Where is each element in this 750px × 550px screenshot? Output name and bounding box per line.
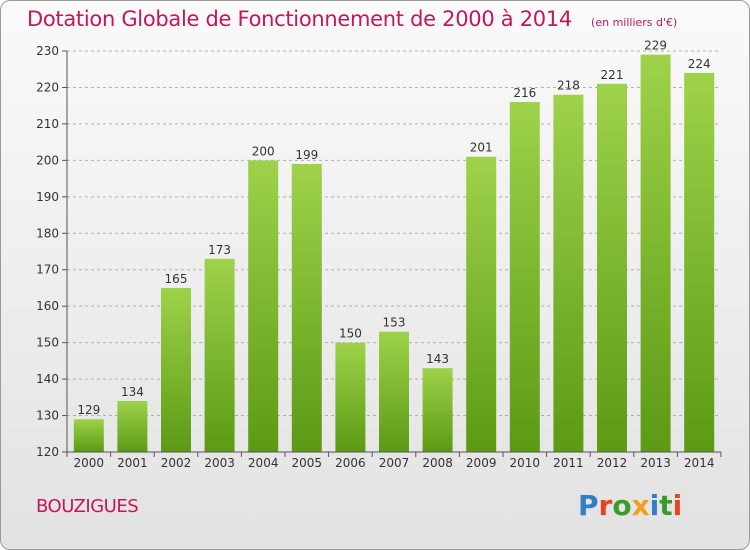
x-tick-label: 2013: [640, 456, 671, 470]
y-tick-label: 160: [36, 299, 59, 313]
bar: [422, 368, 453, 452]
x-tick-label: 2002: [161, 456, 192, 470]
x-tick-label: 2014: [684, 456, 715, 470]
data-label: 153: [383, 316, 406, 330]
y-tick-label: 140: [36, 372, 59, 386]
x-tick-label: 2008: [422, 456, 453, 470]
commune-name: BOUZIGUES: [36, 496, 139, 517]
x-tick-label: 2009: [466, 456, 497, 470]
y-tick-label: 220: [36, 80, 59, 94]
data-label: 199: [295, 148, 318, 162]
bar: [640, 54, 671, 453]
y-axis-tick-labels: 120 130 140 150 160 170 180 190 200 210 220 230: [36, 44, 67, 459]
data-label: 200: [252, 144, 275, 158]
data-labels: 129 134 165 173 200 199 150 153 143 201 216 218 221 2…: [77, 39, 710, 418]
proxiti-logo: Proxiti: [578, 489, 682, 522]
bar: [291, 164, 322, 452]
x-tick-label: 2001: [117, 456, 148, 470]
data-label: 201: [470, 141, 493, 155]
y-tick-label: 150: [36, 336, 59, 350]
x-tick-label: 2007: [379, 456, 410, 470]
data-label: 143: [426, 352, 449, 366]
data-label: 229: [644, 39, 667, 53]
logo-letter: r: [598, 489, 613, 522]
data-label: 218: [557, 79, 580, 93]
bar: [684, 72, 715, 452]
y-tick-label: 120: [36, 445, 59, 459]
bar: [509, 102, 540, 452]
y-tick-label: 190: [36, 190, 59, 204]
x-axis-tick-labels: 2000 2001 2002 2003 2004 2005 2006 2007 2008 2009…: [66, 452, 722, 470]
y-tick-label: 230: [36, 44, 59, 58]
logo-letter: P: [578, 489, 599, 522]
data-label: 173: [208, 243, 231, 257]
bar: [117, 400, 148, 452]
bar: [161, 287, 191, 452]
data-label: 216: [513, 86, 536, 100]
chart-unit-label: (en milliers d'€): [591, 16, 678, 29]
x-tick-label: 2011: [553, 456, 584, 470]
x-tick-label: 2006: [335, 456, 366, 470]
data-label: 150: [339, 327, 362, 341]
chart-title-text: Dotation Globale de Fonctionnement de 20…: [27, 7, 572, 31]
bar: [379, 331, 409, 452]
bar: [335, 342, 366, 452]
axes: [66, 51, 721, 453]
bar: [553, 94, 584, 452]
bar: [597, 83, 627, 453]
bar: [248, 160, 279, 452]
x-tick-label: 2005: [292, 456, 323, 470]
y-tick-label: 210: [36, 117, 59, 131]
x-tick-label: 2010: [510, 456, 541, 470]
logo-letter: t: [659, 489, 673, 522]
x-tick-label: 2004: [248, 456, 279, 470]
data-label: 221: [601, 68, 624, 82]
chart-title: Dotation Globale de Fonctionnement de 20…: [27, 7, 677, 31]
logo-letter: o: [612, 489, 632, 522]
logo-letter: x: [631, 489, 650, 522]
y-tick-label: 170: [36, 263, 59, 277]
data-label: 134: [121, 385, 144, 399]
x-tick-label: 2003: [204, 456, 235, 470]
x-tick-label: 2000: [74, 456, 105, 470]
x-tick-label: 2012: [597, 456, 628, 470]
bar: [204, 258, 235, 452]
y-tick-label: 200: [36, 153, 59, 167]
y-tick-label: 130: [36, 409, 59, 423]
y-tick-label: 180: [36, 226, 59, 240]
logo-letter: i: [649, 489, 660, 522]
bar: [73, 419, 104, 452]
bars: [73, 54, 715, 453]
data-label: 129: [77, 403, 100, 417]
logo-letter: i: [672, 489, 683, 522]
data-label: 165: [165, 272, 188, 286]
bar: [466, 156, 497, 452]
data-label: 224: [688, 57, 711, 71]
